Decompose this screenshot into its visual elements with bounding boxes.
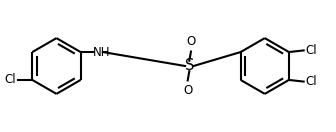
Text: O: O bbox=[186, 35, 196, 48]
Text: NH: NH bbox=[93, 46, 111, 59]
Text: O: O bbox=[183, 84, 192, 97]
Text: Cl: Cl bbox=[305, 44, 317, 57]
Text: Cl: Cl bbox=[4, 73, 16, 86]
Text: Cl: Cl bbox=[305, 75, 317, 88]
Text: S: S bbox=[185, 58, 194, 74]
